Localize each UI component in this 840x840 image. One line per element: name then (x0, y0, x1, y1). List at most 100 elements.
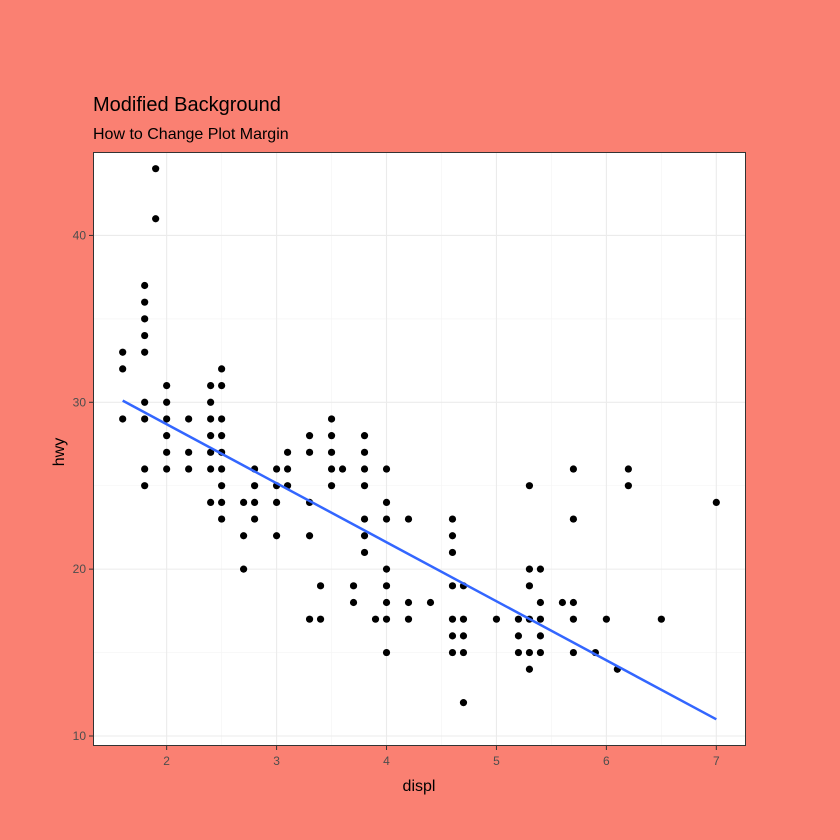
data-point (360, 548, 369, 557)
data-point (316, 582, 325, 590)
x-tick-label: 4 (383, 754, 390, 768)
data-point (448, 632, 457, 640)
data-point (382, 648, 391, 657)
data-point (218, 482, 226, 490)
data-point (207, 415, 215, 423)
data-point (657, 615, 665, 623)
data-point (327, 482, 336, 490)
x-tick-label: 5 (493, 754, 500, 768)
data-point (459, 648, 468, 657)
data-point (536, 615, 545, 623)
plot-panel (93, 152, 746, 746)
data-point (459, 699, 468, 707)
data-point (569, 465, 578, 473)
data-point (360, 448, 369, 456)
data-point (240, 532, 248, 540)
data-point (251, 515, 259, 523)
data-point (141, 482, 149, 490)
data-point (382, 498, 391, 506)
data-point (141, 331, 149, 340)
data-point (251, 482, 259, 490)
data-point (327, 465, 336, 473)
chart-title: Modified Background (93, 94, 281, 116)
data-point (525, 482, 534, 490)
axes: 2 3 4 5 6 7 10 20 30 40 (73, 228, 720, 768)
data-point (152, 215, 160, 223)
data-point (327, 415, 336, 423)
data-point (459, 615, 468, 623)
data-point (316, 615, 325, 623)
data-point (163, 448, 171, 456)
data-point (207, 448, 215, 456)
data-point (327, 448, 336, 456)
data-point (382, 598, 391, 607)
y-tick-label: 20 (73, 562, 87, 576)
data-point (558, 598, 567, 607)
data-point (602, 615, 610, 623)
data-point (525, 565, 534, 573)
data-point (712, 498, 720, 506)
data-point (185, 415, 193, 423)
data-point (624, 465, 632, 473)
data-point (218, 498, 226, 506)
data-point (218, 432, 226, 440)
data-point (525, 648, 534, 657)
x-tick-label: 2 (163, 754, 170, 768)
data-point (360, 482, 369, 490)
data-point (207, 381, 215, 390)
data-point (360, 465, 369, 473)
panel-background (93, 152, 746, 746)
data-point (459, 632, 468, 640)
y-tick-label: 10 (73, 729, 87, 743)
data-point (525, 665, 534, 673)
data-point (382, 465, 391, 473)
data-point (349, 598, 358, 607)
data-point (569, 598, 578, 607)
data-point (448, 515, 457, 523)
data-points (119, 165, 720, 707)
data-point (207, 398, 215, 406)
data-point (141, 465, 149, 473)
data-point (283, 448, 292, 456)
chart-subtitle: How to Change Plot Margin (93, 126, 289, 143)
data-point (327, 432, 336, 440)
data-point (141, 398, 149, 406)
data-point (119, 415, 127, 423)
data-point (305, 448, 314, 456)
data-point (163, 432, 171, 440)
trend-line-layer (122, 399, 717, 721)
data-point (382, 582, 391, 590)
data-point (305, 432, 314, 440)
y-tick-label: 30 (73, 395, 87, 409)
data-point (119, 365, 127, 373)
data-point (569, 615, 578, 623)
x-tick-label: 3 (273, 754, 280, 768)
data-point (207, 465, 215, 473)
data-point (141, 348, 149, 356)
data-point (514, 632, 523, 640)
data-point (536, 648, 545, 657)
y-axis-title: hwy (51, 438, 68, 466)
x-tick-label: 6 (603, 754, 610, 768)
data-point (152, 165, 160, 173)
data-point (272, 465, 281, 473)
data-point (360, 432, 369, 440)
data-point (536, 598, 545, 607)
panel-border (93, 152, 746, 746)
x-tick-label: 7 (713, 754, 720, 768)
data-point (240, 498, 248, 506)
x-axis-title: displ (403, 778, 436, 795)
data-point (525, 582, 534, 590)
data-point (163, 398, 171, 406)
data-point (404, 615, 413, 623)
data-point (163, 381, 171, 390)
data-point (448, 582, 457, 590)
data-point (536, 632, 545, 640)
data-point (185, 465, 193, 473)
data-point (536, 565, 545, 573)
data-point (404, 515, 413, 523)
data-point (426, 598, 435, 607)
data-point (382, 515, 391, 523)
data-point (163, 465, 171, 473)
